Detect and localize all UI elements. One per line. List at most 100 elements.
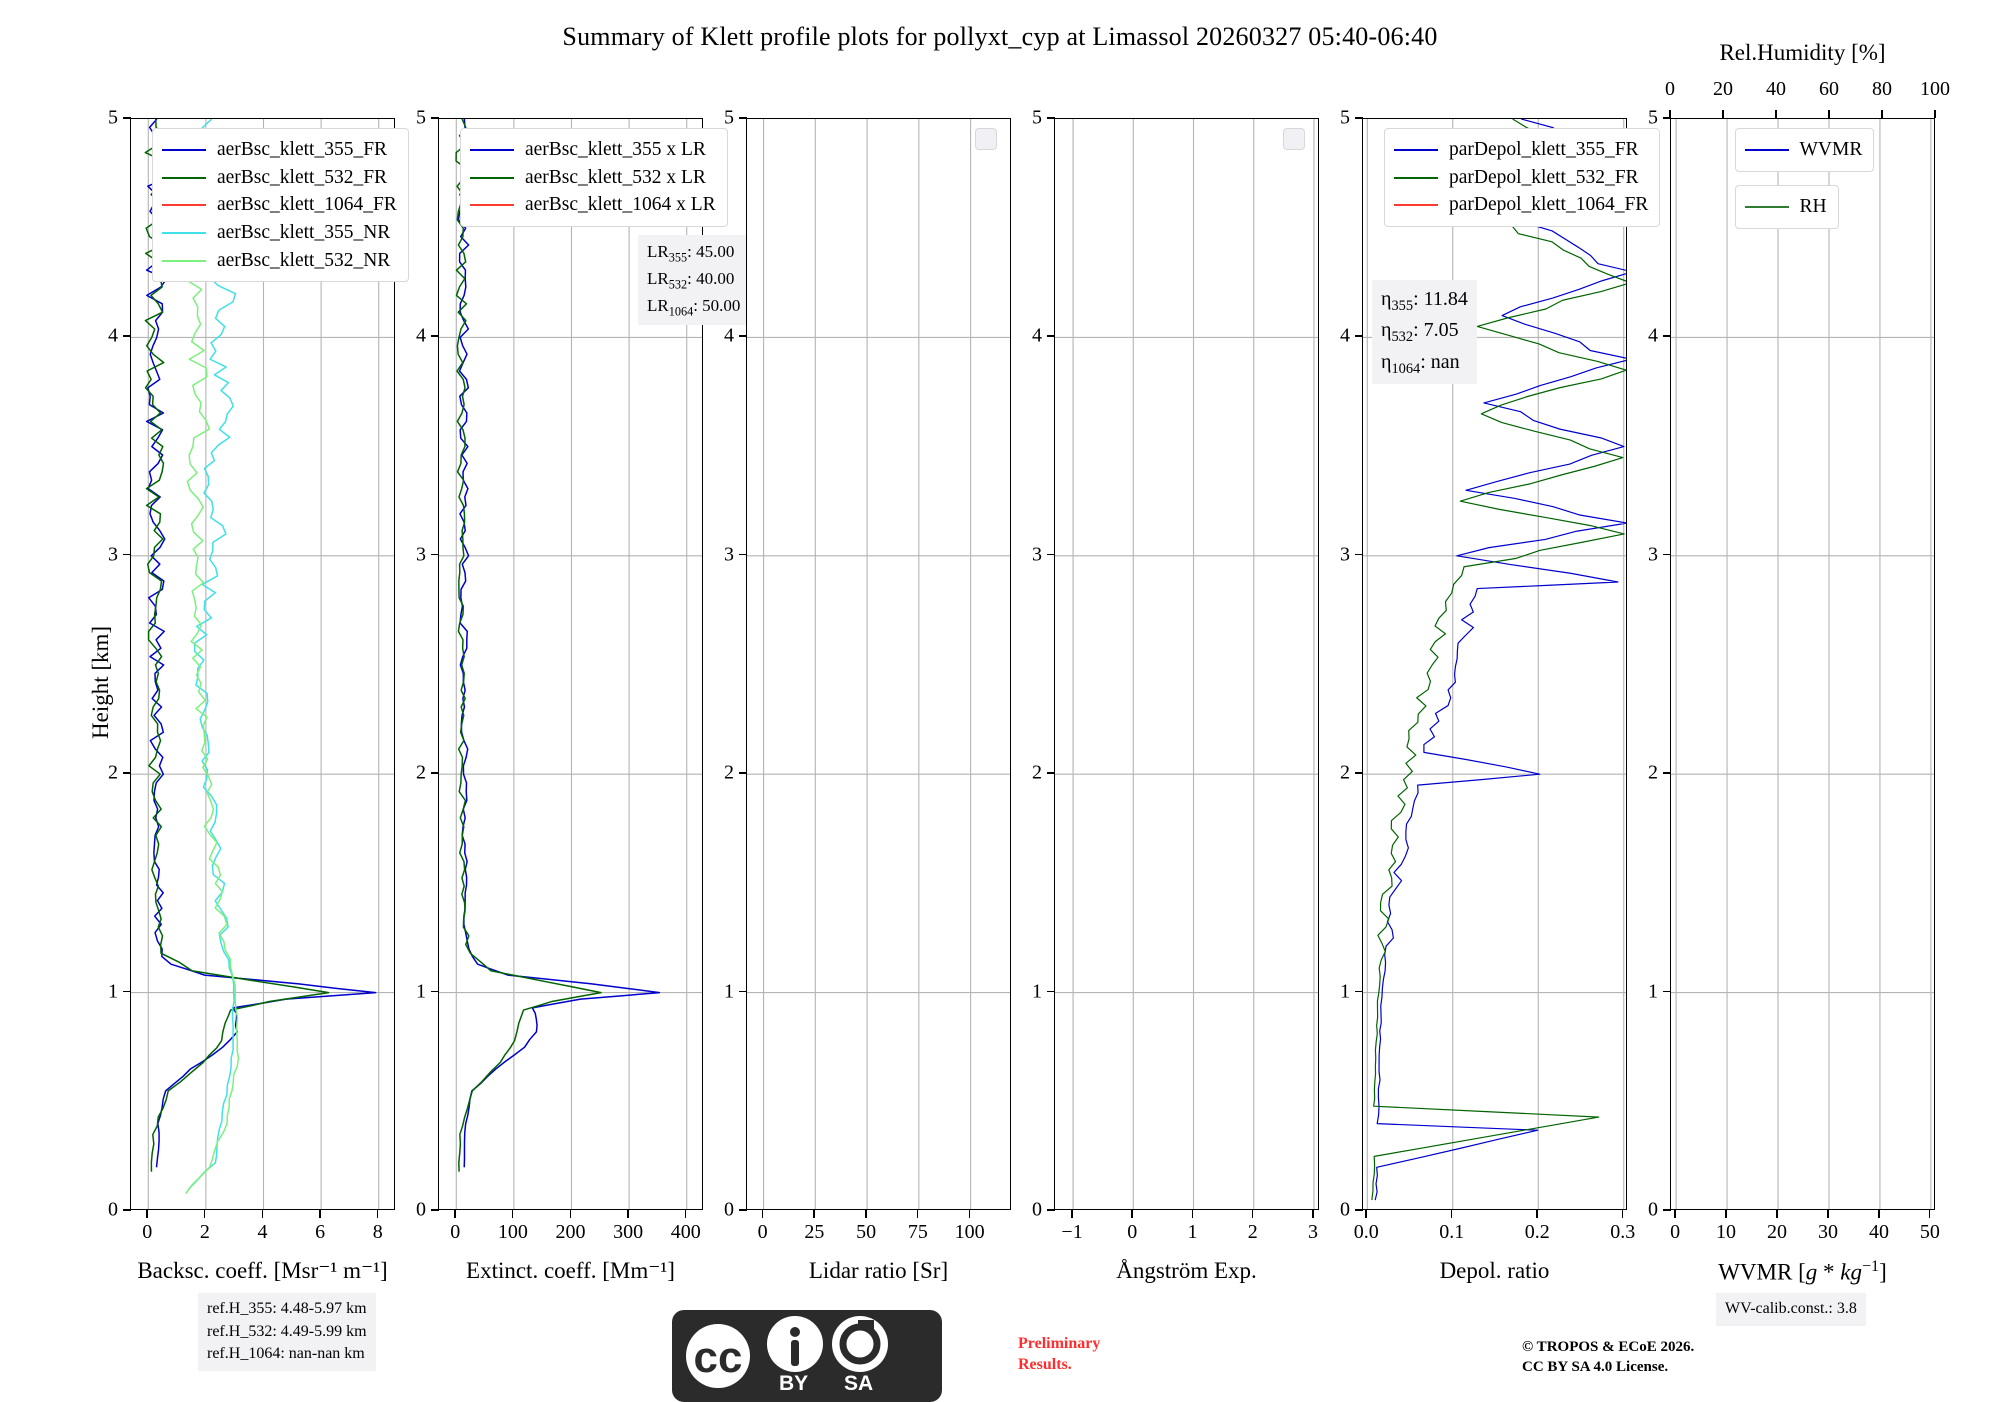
x-tick-label: 0.0 [1353,1221,1379,1243]
x-axis-label-angstrom: Ångström Exp. [1116,1258,1257,1283]
x-tick [813,1210,815,1218]
legend-label: parDepol_klett_1064_FR [1449,194,1649,216]
legend-label: aerBsc_klett_1064_FR [217,194,397,216]
x-tick [1621,1210,1624,1218]
y-tick [431,117,439,119]
y-tick-label: 0 [416,1198,426,1221]
x-tick-label: 100 [954,1221,985,1243]
x-tick [1928,1210,1931,1218]
legend-item[interactable]: parDepol_klett_355_FR [1394,136,1648,164]
y-axis-label: Height [km] [88,625,113,739]
legend-color-swatch [162,148,206,151]
top-x-tick-label: 0 [1665,78,1675,100]
y-tick-label: 5 [108,106,118,129]
x-tick-label: 0 [450,1221,461,1243]
legend-lidar-ratio-empty[interactable] [975,128,997,150]
y-tick [1355,990,1363,993]
x-tick [454,1210,456,1218]
legend-item[interactable]: parDepol_klett_532_FR [1394,164,1648,192]
x-tick-label: 0 [142,1221,153,1243]
legend-item[interactable]: parDepol_klett_1064_FR [1394,191,1648,219]
ref-height-annotation: ref.H_355: 4.48-5.97 km ref.H_532: 4.49-5… [198,1293,376,1372]
top-x-tick [1881,110,1883,118]
series-line [457,119,661,1168]
y-tick-label: 2 [1648,761,1658,784]
legend-item[interactable]: aerBsc_klett_1064_FR [162,191,397,219]
legend-item[interactable]: aerBsc_klett_355_FR [162,136,397,164]
y-tick [1047,772,1055,774]
annotation-depolarization: η355: 11.84 η532: 7.05 η1064: nan [1372,280,1477,385]
y-tick-label: 1 [416,980,426,1003]
series-line [188,119,237,1190]
x-tick-label: 2 [1247,1221,1258,1243]
top-x-tick-label: 100 [1920,78,1950,100]
x-tick [203,1210,206,1218]
x-tick [1725,1210,1727,1218]
legend-item[interactable]: WVMR [1744,136,1862,164]
y-tick-label: 5 [1032,106,1042,129]
y-tick [1355,1209,1363,1211]
x-tick [376,1210,379,1218]
y-tick-label: 3 [1340,543,1350,566]
legend-item[interactable]: aerBsc_klett_1064 x LR [470,191,716,219]
legend-item[interactable]: aerBsc_klett_355 x LR [470,136,716,164]
legend-item[interactable]: aerBsc_klett_355_NR [162,219,397,247]
top-x-tick [1934,110,1936,118]
top-x-tick-label: 20 [1713,78,1733,100]
y-tick-label: 2 [1340,761,1350,784]
annotation-line: LR532: 40.00 [647,268,735,292]
x-tick-label: 4 [257,1221,268,1243]
y-tick-label: 4 [1340,324,1350,347]
y-tick [431,553,439,556]
y-tick [1047,1209,1055,1211]
legend-angstrom-empty[interactable] [1283,128,1305,150]
cc-sa-label: SA [844,1372,874,1395]
legend-wvmr-rh-1[interactable]: RH [1734,185,1839,229]
legend-item[interactable]: aerBsc_klett_532_NR [162,247,397,275]
top-x-tick [1775,110,1777,118]
x-tick [627,1210,629,1218]
legend-color-swatch [162,176,206,179]
y-tick-label: 2 [416,761,426,784]
x-tick [146,1210,148,1218]
legend-color-swatch [1394,204,1438,207]
plot-area [747,119,1010,1209]
x-tick-label: 400 [670,1221,701,1243]
series-line [1374,119,1626,1201]
ref-height-line: ref.H_532: 4.49-5.99 km [207,1322,367,1340]
legend-extinction[interactable]: aerBsc_klett_355 x LR aerBsc_klett_532 x … [460,128,728,228]
cc-license-badge: cc BY SA [672,1310,942,1402]
y-tick [1355,553,1363,556]
y-tick-label: 5 [724,106,734,129]
top-x-tick [1669,110,1671,118]
x-tick-label: 40 [1868,1221,1889,1243]
legend-item[interactable]: aerBsc_klett_532 x LR [470,164,716,192]
x-tick-label: 8 [372,1221,383,1243]
y-tick [1663,1209,1671,1211]
x-tick-label: 300 [613,1221,644,1243]
top-x-tick [1722,110,1724,118]
y-tick-label: 3 [1648,543,1658,566]
annotation-line: η1064: nan [1381,350,1460,377]
x-tick [1311,1210,1314,1218]
x-axis-label-depolarization: Depol. ratio [1439,1258,1550,1283]
series-line [144,119,330,1172]
legend-label: aerBsc_klett_355_NR [217,222,391,244]
legend-item[interactable]: RH [1744,193,1827,221]
legend-wvmr-rh-0[interactable]: WVMR [1734,128,1875,172]
x-tick [865,1210,867,1218]
legend-depolarization[interactable]: parDepol_klett_355_FR parDepol_klett_532_… [1384,128,1661,228]
y-tick-label: 3 [108,543,118,566]
y-tick-label: 5 [1340,106,1350,129]
legend-label: aerBsc_klett_532_FR [217,166,388,188]
legend-color-swatch [1394,176,1438,179]
y-tick-label: 1 [1032,980,1042,1003]
y-tick [123,553,131,556]
y-tick [1663,772,1671,774]
x-tick-label: 30 [1817,1221,1838,1243]
x-tick-label: 25 [804,1221,825,1243]
legend-item[interactable]: aerBsc_klett_532_FR [162,164,397,192]
x-tick [1071,1210,1073,1218]
y-tick [431,335,439,337]
